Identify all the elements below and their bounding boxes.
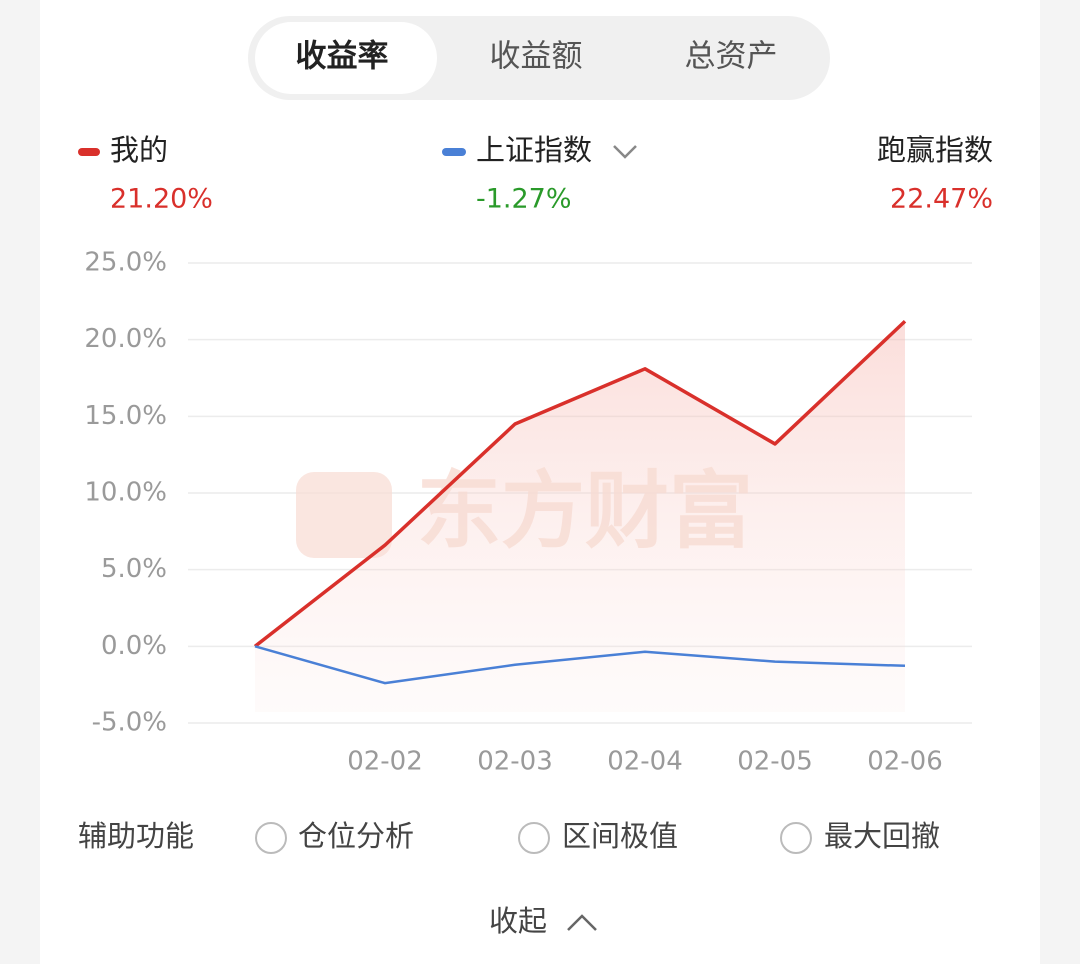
- x-tick-label: 02-06: [867, 747, 943, 777]
- assist-label: 辅助功能: [78, 819, 194, 853]
- outperform-label: 跑赢指数: [877, 133, 993, 167]
- legend-swatch: [78, 148, 100, 156]
- y-tick-label: 10.0%: [84, 478, 167, 508]
- watermark: 东方财富: [417, 462, 753, 560]
- tab[interactable]: 总资产: [685, 39, 778, 75]
- tab-active-bg: [255, 22, 437, 94]
- x-tick-label: 02-05: [737, 747, 813, 777]
- y-tick-label: 20.0%: [84, 324, 167, 354]
- radio[interactable]: [780, 822, 812, 854]
- x-tick-label: 02-03: [477, 747, 553, 777]
- outperform-value: 22.47%: [890, 184, 993, 215]
- y-tick-label: 15.0%: [84, 401, 167, 431]
- y-tick-label: 0.0%: [101, 631, 167, 661]
- radio[interactable]: [518, 822, 550, 854]
- line: [253, 319, 907, 648]
- tab[interactable]: 收益额: [490, 39, 583, 75]
- radio[interactable]: [255, 822, 287, 854]
- y-tick-label: 25.0%: [84, 248, 167, 278]
- legend-swatch: [442, 148, 466, 156]
- area: [255, 321, 905, 712]
- dropdown-icon[interactable]: [613, 145, 637, 159]
- y-tick-label: 5.0%: [101, 554, 167, 584]
- y-tick-label: -5.0%: [92, 708, 167, 738]
- series-total: 21.20%: [110, 184, 213, 215]
- x-tick-label: 02-04: [607, 747, 683, 777]
- legend-label: 我的: [110, 133, 168, 167]
- line: [254, 645, 906, 685]
- collapse-button[interactable]: 收起: [489, 904, 547, 938]
- watermark-logo: [296, 472, 392, 558]
- plot: 东方财富 25.0% 20.0% 15.0% 10.0% 5.0% 0.0% -5.0% 02…: [84, 248, 972, 777]
- series-total: -1.27%: [476, 184, 572, 215]
- x-tick-label: 02-02: [347, 747, 423, 777]
- collapse-icon[interactable]: [567, 914, 597, 931]
- tab[interactable]: 收益率: [296, 39, 389, 75]
- assist-option[interactable]: 区间极值: [562, 819, 678, 853]
- assist-option[interactable]: 仓位分析: [298, 819, 414, 853]
- assist-option[interactable]: 最大回撤: [824, 819, 940, 853]
- legend-label[interactable]: 上证指数: [476, 133, 592, 167]
